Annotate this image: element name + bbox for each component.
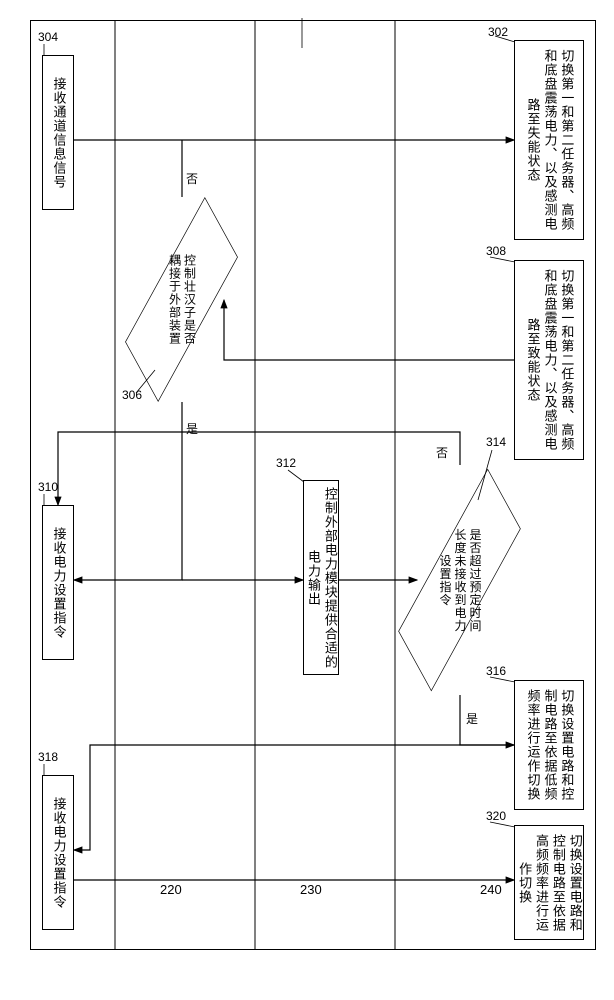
box-310: 接收电力设置指令	[42, 505, 74, 660]
tag-316: 316	[486, 664, 506, 678]
edge-d306-no: 否	[186, 170, 198, 187]
box-320-text: 切换设置电路和控制电路至依据高频频率进行运作切换	[515, 830, 583, 935]
box-308-text: 切换第一和第二任务器、高频和底盘震荡电力、以及感测电路至致能状态	[524, 265, 575, 455]
diamond-306-text: 控制壮汉子是否耦接于外部装置	[167, 248, 197, 351]
diamond-306: 控制壮汉子是否耦接于外部装置	[139, 197, 224, 402]
diamond-314: 是否超过预定时间长度未接收到电力设置指令	[417, 465, 502, 695]
lane-label-230: 230	[300, 882, 322, 897]
diamond-314-text: 是否超过预定时间长度未接收到电力设置指令	[437, 523, 482, 638]
tag-318: 318	[38, 750, 58, 764]
edge-d306-yes: 是	[186, 420, 198, 437]
box-312-text: 控制外部电力模块提供合适的电力输出	[304, 485, 338, 670]
box-318: 接收电力设置指令	[42, 775, 74, 930]
box-302: 切换第一和第二任务器、高频和底盘震荡电力、以及感测电路至失能状态	[514, 40, 584, 240]
tag-302: 302	[488, 25, 508, 39]
box-308: 切换第一和第二任务器、高频和底盘震荡电力、以及感测电路至致能状态	[514, 260, 584, 460]
box-302-text: 切换第一和第二任务器、高频和底盘震荡电力、以及感测电路至失能状态	[524, 45, 575, 235]
box-316-text: 切换设置电路和控制电路至依据低频频率进行运作切换	[524, 685, 575, 805]
tag-304: 304	[38, 30, 58, 44]
tag-320: 320	[486, 809, 506, 823]
tag-312: 312	[276, 456, 296, 470]
box-310-text: 接收电力设置指令	[50, 527, 67, 639]
box-318-text: 接收电力设置指令	[50, 797, 67, 909]
lane-label-220: 220	[160, 882, 182, 897]
lane-label-240: 240	[480, 882, 502, 897]
tag-306: 306	[122, 388, 142, 402]
box-320: 切换设置电路和控制电路至依据高频频率进行运作切换	[514, 825, 584, 940]
box-304: 接收通道信息信号	[42, 55, 74, 210]
tag-310: 310	[38, 480, 58, 494]
box-312: 控制外部电力模块提供合适的电力输出	[303, 480, 339, 675]
tag-314: 314	[486, 435, 506, 449]
edge-d314-yes: 是	[466, 710, 478, 727]
box-304-text: 接收通道信息信号	[50, 77, 67, 189]
edge-d314-no: 否	[436, 444, 448, 461]
box-316: 切换设置电路和控制电路至依据低频频率进行运作切换	[514, 680, 584, 810]
tag-308: 308	[486, 244, 506, 258]
